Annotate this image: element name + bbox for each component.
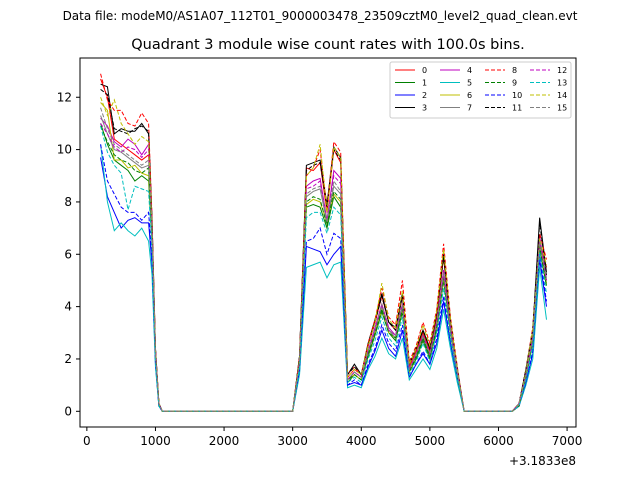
y-tick-label: 10: [57, 143, 72, 157]
plot-area: [100, 73, 547, 412]
y-tick-label: 2: [64, 352, 72, 366]
legend-label-12: 12: [557, 66, 567, 75]
x-tick-label: 6000: [483, 434, 514, 448]
y-tick-label: 6: [64, 247, 72, 261]
x-offset-label: +3.1833e8: [509, 454, 576, 468]
series-line-14: [100, 97, 547, 412]
x-tick-label: 2000: [209, 434, 240, 448]
y-axis: 0 2 4 6 8 10 12: [57, 90, 80, 418]
legend-label-13: 13: [557, 79, 567, 88]
y-tick-label: 4: [64, 300, 72, 314]
figure-suptitle: Data file: modeM0/AS1A07_112T01_90000034…: [63, 9, 578, 23]
series-line-12: [100, 123, 547, 412]
legend-label-11: 11: [512, 104, 522, 113]
chart-title: Quadrant 3 module wise count rates with …: [131, 37, 525, 53]
series-line-2: [100, 157, 547, 412]
series-line-3: [100, 83, 547, 412]
series-line-6: [100, 102, 547, 412]
series-line-4: [100, 117, 547, 412]
series-line-1: [100, 123, 547, 412]
legend-label-10: 10: [512, 91, 522, 100]
legend-label-14: 14: [557, 91, 567, 100]
x-axis: 0 1000 2000 3000 4000 5000 6000 7000: [83, 427, 582, 448]
x-tick-label: 1000: [140, 434, 171, 448]
series-line-9: [100, 125, 547, 412]
y-tick-label: 12: [57, 90, 72, 104]
y-tick-label: 0: [64, 404, 72, 418]
legend-label-3: 3: [422, 104, 427, 113]
legend-label-8: 8: [512, 66, 517, 75]
axes-frame: [79, 57, 577, 428]
legend-label-15: 15: [557, 104, 567, 113]
y-tick-label: 8: [64, 195, 72, 209]
x-tick-label: 0: [83, 434, 91, 448]
x-tick-label: 7000: [552, 434, 583, 448]
series-line-7: [100, 115, 547, 412]
series-line-15: [100, 107, 547, 412]
legend-label-7: 7: [467, 104, 472, 113]
legend-box: [389, 61, 572, 119]
legend-label-5: 5: [467, 79, 472, 88]
series-line-13: [100, 125, 547, 412]
legend-label-0: 0: [422, 66, 427, 75]
series-line-0: [100, 78, 547, 412]
legend-label-4: 4: [467, 66, 472, 75]
legend-label-2: 2: [422, 91, 427, 100]
series-line-11: [100, 89, 547, 412]
legend-label-6: 6: [467, 91, 472, 100]
x-tick-label: 3000: [277, 434, 308, 448]
x-tick-label: 4000: [346, 434, 377, 448]
legend-label-1: 1: [422, 79, 427, 88]
legend-label-9: 9: [512, 79, 517, 88]
x-tick-label: 5000: [415, 434, 446, 448]
